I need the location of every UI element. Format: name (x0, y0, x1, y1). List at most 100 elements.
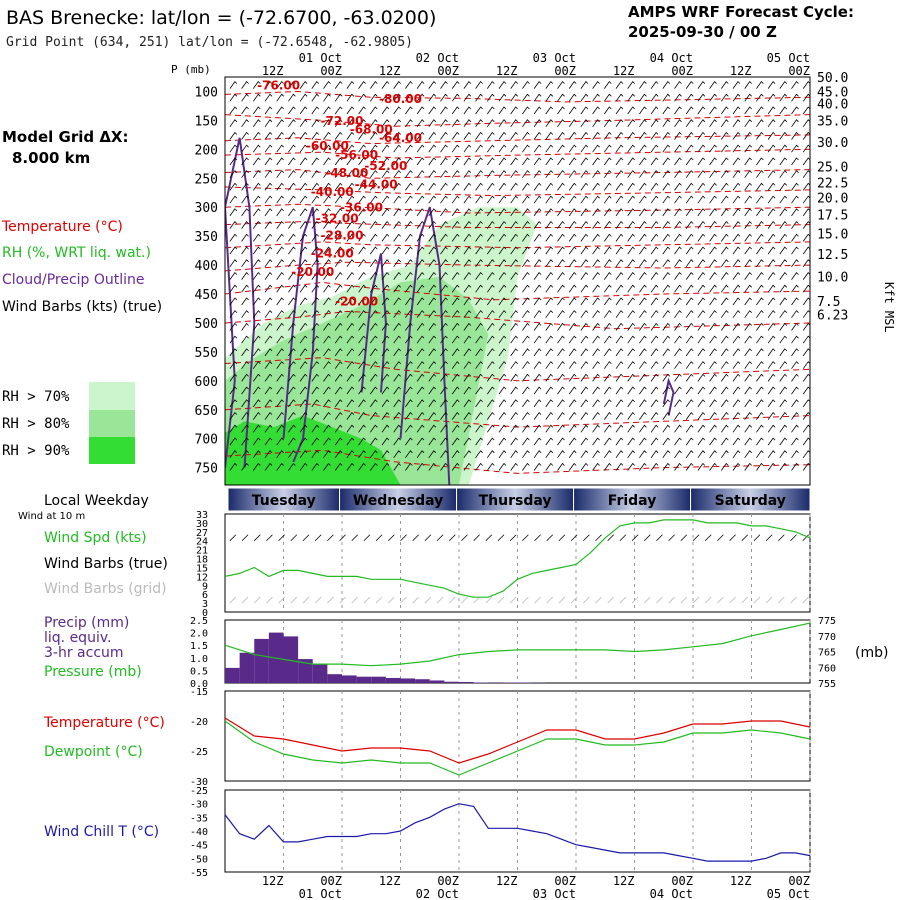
wind-barb (685, 195, 694, 204)
wind-barb (486, 220, 495, 229)
isotherm-line (225, 134, 810, 145)
wind-barb (346, 424, 355, 433)
wind-barb (451, 361, 460, 369)
wind-barb (486, 297, 495, 306)
wind-barb (405, 322, 413, 331)
wind-barb (639, 182, 647, 191)
wind-barb (299, 411, 308, 420)
wind-barb (475, 271, 483, 280)
wind-barb (697, 259, 706, 268)
wind-barb (323, 259, 331, 268)
wind-barb (463, 437, 472, 446)
wind-barb (311, 284, 320, 293)
wind-barb (475, 450, 483, 459)
wind-barb (791, 220, 799, 229)
wind-barb (603, 310, 612, 318)
wind-barb (627, 182, 635, 191)
grid-wind-barb (680, 596, 688, 604)
wind-barb (568, 424, 577, 433)
weekday-label: Friday (608, 493, 657, 509)
wind-barb (685, 119, 694, 128)
wind-barb (288, 462, 296, 471)
wind-barb (802, 437, 810, 446)
wind-barb (428, 233, 437, 242)
wind-barb (767, 195, 776, 204)
wind-barb (674, 322, 682, 331)
wind-barb (674, 233, 682, 242)
wind-barb (720, 106, 729, 115)
wind-barb (720, 271, 729, 280)
wind-y-tick: 6 (202, 590, 208, 601)
wind-barb (639, 361, 647, 369)
wind-barb (767, 297, 776, 306)
wind-barb (568, 157, 577, 166)
wind-at-label: Wind at 10 m (18, 511, 85, 522)
wind-barb (334, 246, 343, 255)
wind-barb (334, 424, 343, 433)
wind-barb (276, 208, 284, 217)
wind-barb (779, 220, 788, 229)
wind-barb (358, 195, 366, 204)
wind-barb (334, 361, 343, 369)
wind-barb (685, 462, 694, 471)
top-time-tick: 00Z (320, 64, 342, 78)
wind-barb (662, 144, 671, 153)
wind-barb (720, 220, 729, 229)
wind-barb (510, 93, 518, 102)
wind-barb (252, 361, 261, 369)
wind-barb (791, 144, 799, 153)
wind-barb (346, 233, 355, 242)
wind-barb (369, 335, 378, 344)
wind-barb (451, 182, 460, 191)
temperature-y-tick: -30 (190, 777, 208, 788)
wind-barb (264, 335, 273, 344)
wind-barb (650, 310, 659, 318)
wind-barb (288, 437, 296, 446)
wind-barb (264, 233, 273, 242)
wind-barb (533, 119, 542, 128)
wind-barb (522, 208, 530, 217)
wind-barb (533, 80, 542, 89)
wind-barb (346, 259, 355, 268)
wind-barb (580, 348, 589, 357)
wind-barb (393, 271, 401, 280)
wind-barb (264, 310, 273, 318)
wind-barb (405, 259, 413, 268)
wind-barb (252, 208, 261, 217)
wind-barb (299, 462, 308, 471)
wind-barb (720, 450, 729, 459)
wind-barb (557, 348, 565, 357)
wind-barb (428, 271, 437, 280)
wind-barb (346, 399, 355, 408)
wind-barb (323, 220, 331, 229)
wind-barb (732, 310, 741, 318)
wind-barb (627, 157, 635, 166)
wind-barb (346, 411, 355, 420)
wind-barb (615, 131, 624, 140)
wind-barb (416, 106, 425, 115)
wind-barb (756, 106, 764, 115)
wind-barb (264, 373, 273, 382)
wind-barb (685, 322, 694, 331)
wind-barb (346, 106, 355, 115)
wind-barb (416, 335, 425, 344)
wind-barb (802, 246, 810, 255)
wind-barb (615, 335, 624, 344)
wind-barb (756, 322, 764, 331)
wind-barb (615, 450, 624, 459)
wind-barb (241, 450, 249, 459)
wind-barb (709, 195, 717, 204)
true-wind-barb (388, 534, 395, 542)
wind-barb (697, 93, 706, 102)
wind-barb (323, 386, 331, 395)
bottom-time-tick: 12Z (262, 874, 284, 888)
wind-barb (580, 284, 589, 293)
wind-barb (650, 208, 659, 217)
wind-barb (615, 284, 624, 293)
precip-bar (400, 678, 416, 683)
wind-barb (416, 348, 425, 357)
wind-barb (241, 80, 249, 89)
wind-barb (334, 310, 343, 318)
wind-barb (381, 322, 390, 331)
